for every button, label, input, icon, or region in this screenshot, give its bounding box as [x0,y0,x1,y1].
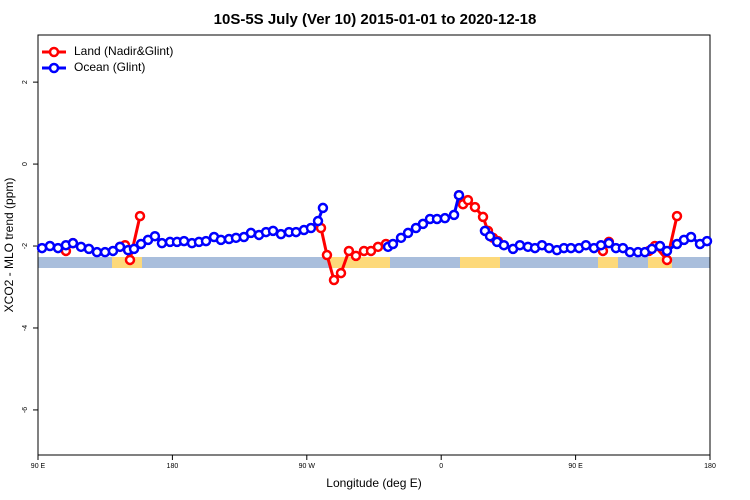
data-point [395,232,407,244]
data-point [646,243,658,255]
data-point [305,222,317,234]
chart-title: 10S-5S July (Ver 10) 2015-01-01 to 2020-… [214,11,537,28]
data-point [44,240,56,252]
land-patch [460,257,500,268]
data-point [498,239,510,251]
data-point [701,235,713,247]
land-patch [330,257,390,268]
land-patch [648,257,672,268]
data-point [477,211,489,223]
data-point [661,245,673,257]
data-point [83,243,95,255]
data-point [462,194,474,206]
data-point [514,239,526,251]
data-point [661,254,673,266]
data-point [200,235,212,247]
data-point [671,210,683,222]
legend-marker [48,46,60,58]
data-point [99,246,111,258]
data-point [624,246,636,258]
data-point [603,237,615,249]
data-point [149,230,161,242]
data-point [335,267,347,279]
data-point [484,230,496,242]
data-point [417,218,429,230]
data-point [469,201,481,213]
y-tick-label: 2 [22,80,29,84]
x-tick-label: 180 [704,463,716,470]
data-point [317,202,329,214]
data-point [124,254,136,266]
legend-label: Ocean (Glint) [74,60,145,74]
data-point [448,209,460,221]
data-point [114,241,126,253]
x-tick-label: 180 [167,463,179,470]
data-point [156,237,168,249]
data-point [328,274,340,286]
data-point [453,189,465,201]
x-tick-label: 90 W [299,463,316,470]
data-point [350,250,362,262]
data-point [685,231,697,243]
data-point [321,249,333,261]
data-point [275,228,287,240]
y-tick-label: 0 [22,162,29,166]
data-point [215,234,227,246]
data-point [312,215,324,227]
land-patch [598,257,618,268]
data-point [245,227,257,239]
x-tick-label: 0 [439,463,443,470]
data-point [387,238,399,250]
data-point [565,242,577,254]
data-point [402,227,414,239]
y-axis-label: XCO2 - MLO trend (ppm) [2,178,16,313]
x-tick-label: 90 E [31,463,46,470]
data-point [439,212,451,224]
x-tick-label: 90 E [568,463,583,470]
data-point [91,246,103,258]
legend-marker [48,62,60,74]
y-tick-label: -2 [22,243,29,249]
y-tick-label: -4 [22,325,29,331]
y-tick-label: -6 [22,407,29,413]
data-point [128,243,140,255]
legend-label: Land (Nadir&Glint) [74,44,173,58]
data-point [654,240,666,252]
data-point [343,245,355,257]
map-band [38,257,710,268]
data-point [134,210,146,222]
data-point [67,237,79,249]
x-axis-label: Longitude (deg E) [326,476,421,490]
data-point [580,239,592,251]
